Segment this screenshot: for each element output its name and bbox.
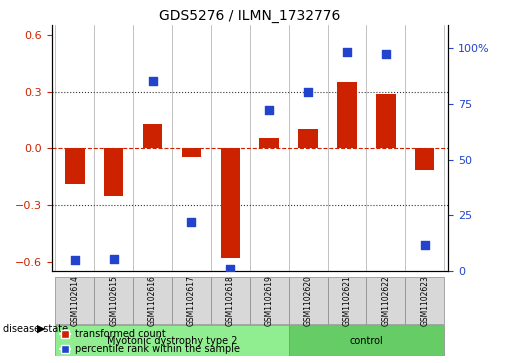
Text: GSM1102618: GSM1102618	[226, 275, 235, 326]
Text: GSM1102619: GSM1102619	[265, 275, 273, 326]
FancyBboxPatch shape	[211, 277, 250, 324]
Text: GSM1102620: GSM1102620	[303, 275, 313, 326]
Bar	[104, 148, 124, 196]
FancyBboxPatch shape	[94, 277, 133, 324]
Text: GSM1102616: GSM1102616	[148, 275, 157, 326]
Text: GSM1102615: GSM1102615	[109, 275, 118, 326]
Point	[265, 107, 273, 113]
Title: GDS5276 / ILMN_1732776: GDS5276 / ILMN_1732776	[159, 9, 340, 23]
Point	[421, 242, 429, 248]
Text: GSM1102621: GSM1102621	[342, 275, 351, 326]
Bar	[298, 130, 318, 148]
Point	[71, 257, 79, 263]
Point	[148, 78, 157, 84]
Bar	[415, 148, 435, 170]
Text: disease state: disease state	[3, 323, 67, 334]
Bar	[143, 124, 162, 148]
Point	[110, 256, 118, 262]
Point	[187, 219, 196, 225]
Bar	[376, 94, 396, 148]
Text: control: control	[350, 335, 383, 346]
Text: ▶: ▶	[37, 323, 46, 334]
Point	[226, 266, 234, 272]
Point	[343, 49, 351, 55]
Text: GSM1102622: GSM1102622	[381, 275, 390, 326]
Bar	[337, 82, 357, 148]
Text: GSM1102617: GSM1102617	[187, 275, 196, 326]
FancyBboxPatch shape	[172, 277, 211, 324]
Text: Myotonic dystrophy type 2: Myotonic dystrophy type 2	[107, 335, 237, 346]
FancyBboxPatch shape	[133, 277, 172, 324]
FancyBboxPatch shape	[288, 277, 328, 324]
Bar	[220, 148, 240, 258]
Legend: transformed count, percentile rank within the sample: transformed count, percentile rank withi…	[56, 326, 244, 358]
FancyBboxPatch shape	[366, 277, 405, 324]
FancyBboxPatch shape	[405, 277, 444, 324]
Text: GSM1102623: GSM1102623	[420, 275, 429, 326]
Bar	[260, 138, 279, 148]
Point	[382, 52, 390, 57]
Bar	[182, 148, 201, 157]
Text: GSM1102614: GSM1102614	[71, 275, 79, 326]
Point	[304, 90, 312, 95]
FancyBboxPatch shape	[328, 277, 366, 324]
FancyBboxPatch shape	[56, 325, 288, 356]
Bar	[65, 148, 84, 184]
FancyBboxPatch shape	[250, 277, 288, 324]
FancyBboxPatch shape	[56, 277, 94, 324]
FancyBboxPatch shape	[288, 325, 444, 356]
